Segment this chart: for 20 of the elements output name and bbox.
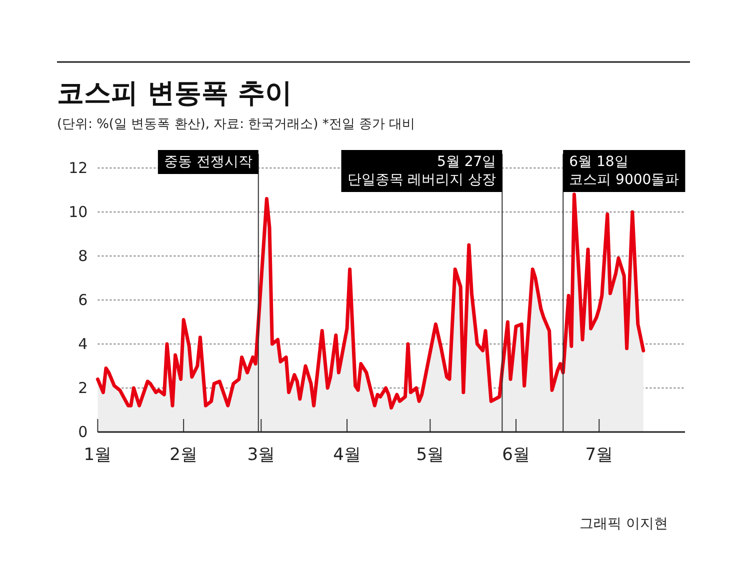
y-tick-label: 8 bbox=[78, 247, 88, 265]
chart-title: 코스피 변동폭 추이 bbox=[57, 78, 292, 109]
y-tick-label: 2 bbox=[78, 379, 88, 397]
y-tick-label: 0 bbox=[78, 423, 88, 441]
x-tick-label: 3월 bbox=[247, 445, 276, 465]
x-tick-label: 6월 bbox=[502, 445, 530, 465]
ref-line-label: 5월 27일 단일종목 레버리지 상장 bbox=[347, 154, 496, 188]
x-tick-label: 2월 bbox=[170, 445, 198, 465]
ref-line-label: 6월 18일 코스피 9000돌파 bbox=[569, 154, 680, 188]
text: 그래픽 이지현 bbox=[580, 516, 668, 532]
y-tick-label: 6 bbox=[78, 291, 88, 309]
ref-line-label: 중동 전쟁시작 bbox=[164, 154, 252, 170]
y-tick-label: 10 bbox=[68, 203, 88, 221]
y-tick-label: 12 bbox=[68, 159, 88, 177]
x-tick-label: 1월 bbox=[84, 445, 112, 465]
x-tick-label: 5월 bbox=[416, 445, 444, 465]
x-tick-label: 7월 bbox=[585, 445, 614, 465]
y-tick-label: 4 bbox=[78, 335, 88, 353]
x-tick-label: 4월 bbox=[333, 445, 361, 465]
chart-subtitle: (단위: %(일 변동폭 환산), 자료: 한국거래소) *전일 종가 대비 bbox=[57, 117, 416, 132]
